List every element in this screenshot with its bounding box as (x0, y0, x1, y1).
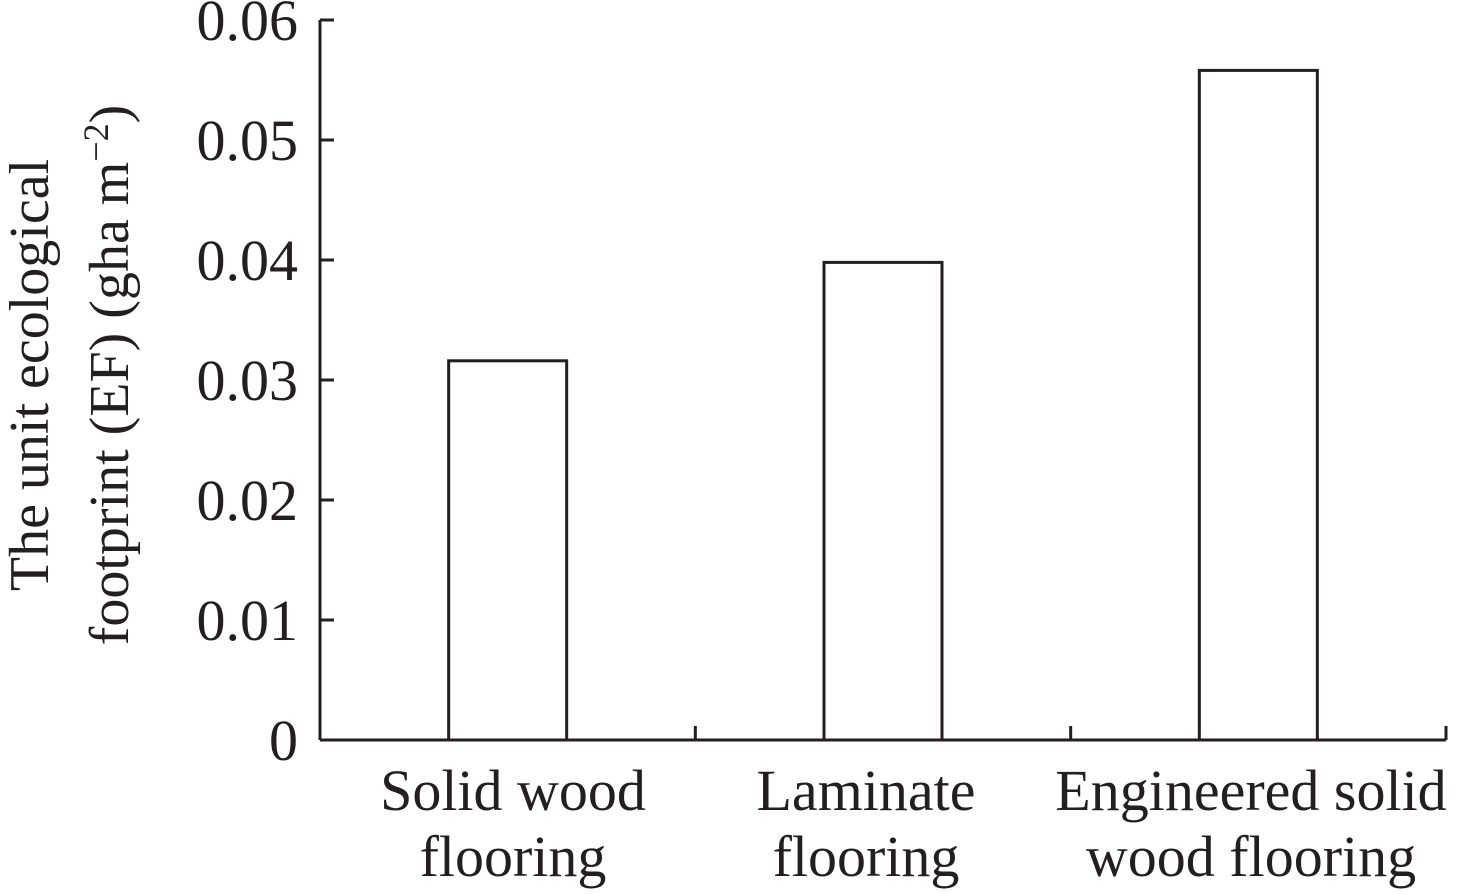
y-tick-label: 0 (269, 708, 298, 773)
bar (822, 260, 944, 742)
y-tick-label: 0.05 (197, 108, 299, 173)
bar (447, 359, 569, 742)
x-category-label: Laminate (756, 758, 975, 823)
x-category-label: Engineered solid (1055, 758, 1446, 823)
bar (1197, 68, 1319, 742)
x-category-label: flooring (420, 824, 607, 889)
y-axis-title: The unit ecological footprint (EF) (gha … (0, 105, 141, 646)
x-category-label: flooring (773, 824, 960, 889)
y-axis-title-close: ) (79, 105, 141, 124)
y-tick-label: 0.04 (197, 228, 299, 293)
y-axis-title-line2: footprint (EF) (gha m−2) (76, 105, 141, 646)
y-tick-label: 0.02 (197, 468, 299, 533)
y-axis-title-line1: The unit ecological (0, 159, 61, 591)
x-category-label: Solid wood (380, 758, 646, 823)
y-axis-title-superscript: −2 (76, 123, 116, 161)
y-tick-label: 0.01 (197, 588, 299, 653)
y-tick-label: 0.06 (197, 0, 299, 53)
y-tick-label: 0.03 (197, 348, 299, 413)
y-axis-title-line2-main: footprint (EF) (gha m (79, 162, 141, 646)
x-category-label: wood flooring (1086, 824, 1416, 889)
